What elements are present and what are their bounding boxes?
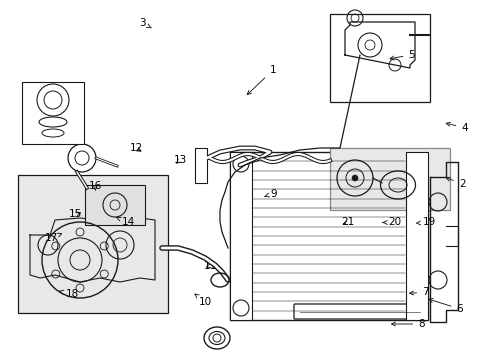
Text: 17: 17 <box>44 233 61 243</box>
Text: 15: 15 <box>69 209 82 219</box>
Text: 6: 6 <box>428 298 462 314</box>
Bar <box>85 185 145 225</box>
Bar <box>195 148 206 183</box>
Text: 21: 21 <box>341 217 354 228</box>
FancyBboxPatch shape <box>293 304 425 319</box>
Text: 2: 2 <box>445 177 465 189</box>
Text: 8: 8 <box>391 319 424 329</box>
Text: 1: 1 <box>247 65 276 95</box>
Text: 16: 16 <box>88 181 102 192</box>
Text: 19: 19 <box>416 217 435 228</box>
Bar <box>229 152 251 320</box>
Bar <box>329 148 449 210</box>
Text: 18: 18 <box>60 289 79 300</box>
Text: 7: 7 <box>409 287 428 297</box>
Text: 14: 14 <box>116 217 135 228</box>
Text: 13: 13 <box>173 155 186 165</box>
Text: 3: 3 <box>139 18 151 28</box>
Text: 9: 9 <box>264 189 277 199</box>
Bar <box>405 152 427 320</box>
Bar <box>18 175 168 313</box>
Text: 10: 10 <box>195 294 211 307</box>
Text: 20: 20 <box>382 217 401 228</box>
Text: 5: 5 <box>389 50 414 60</box>
Circle shape <box>351 175 357 181</box>
Text: 4: 4 <box>446 122 467 133</box>
Bar <box>22 82 84 144</box>
Bar <box>229 152 427 320</box>
Text: 11: 11 <box>203 261 217 271</box>
Bar <box>329 14 429 102</box>
Text: 12: 12 <box>129 143 142 153</box>
